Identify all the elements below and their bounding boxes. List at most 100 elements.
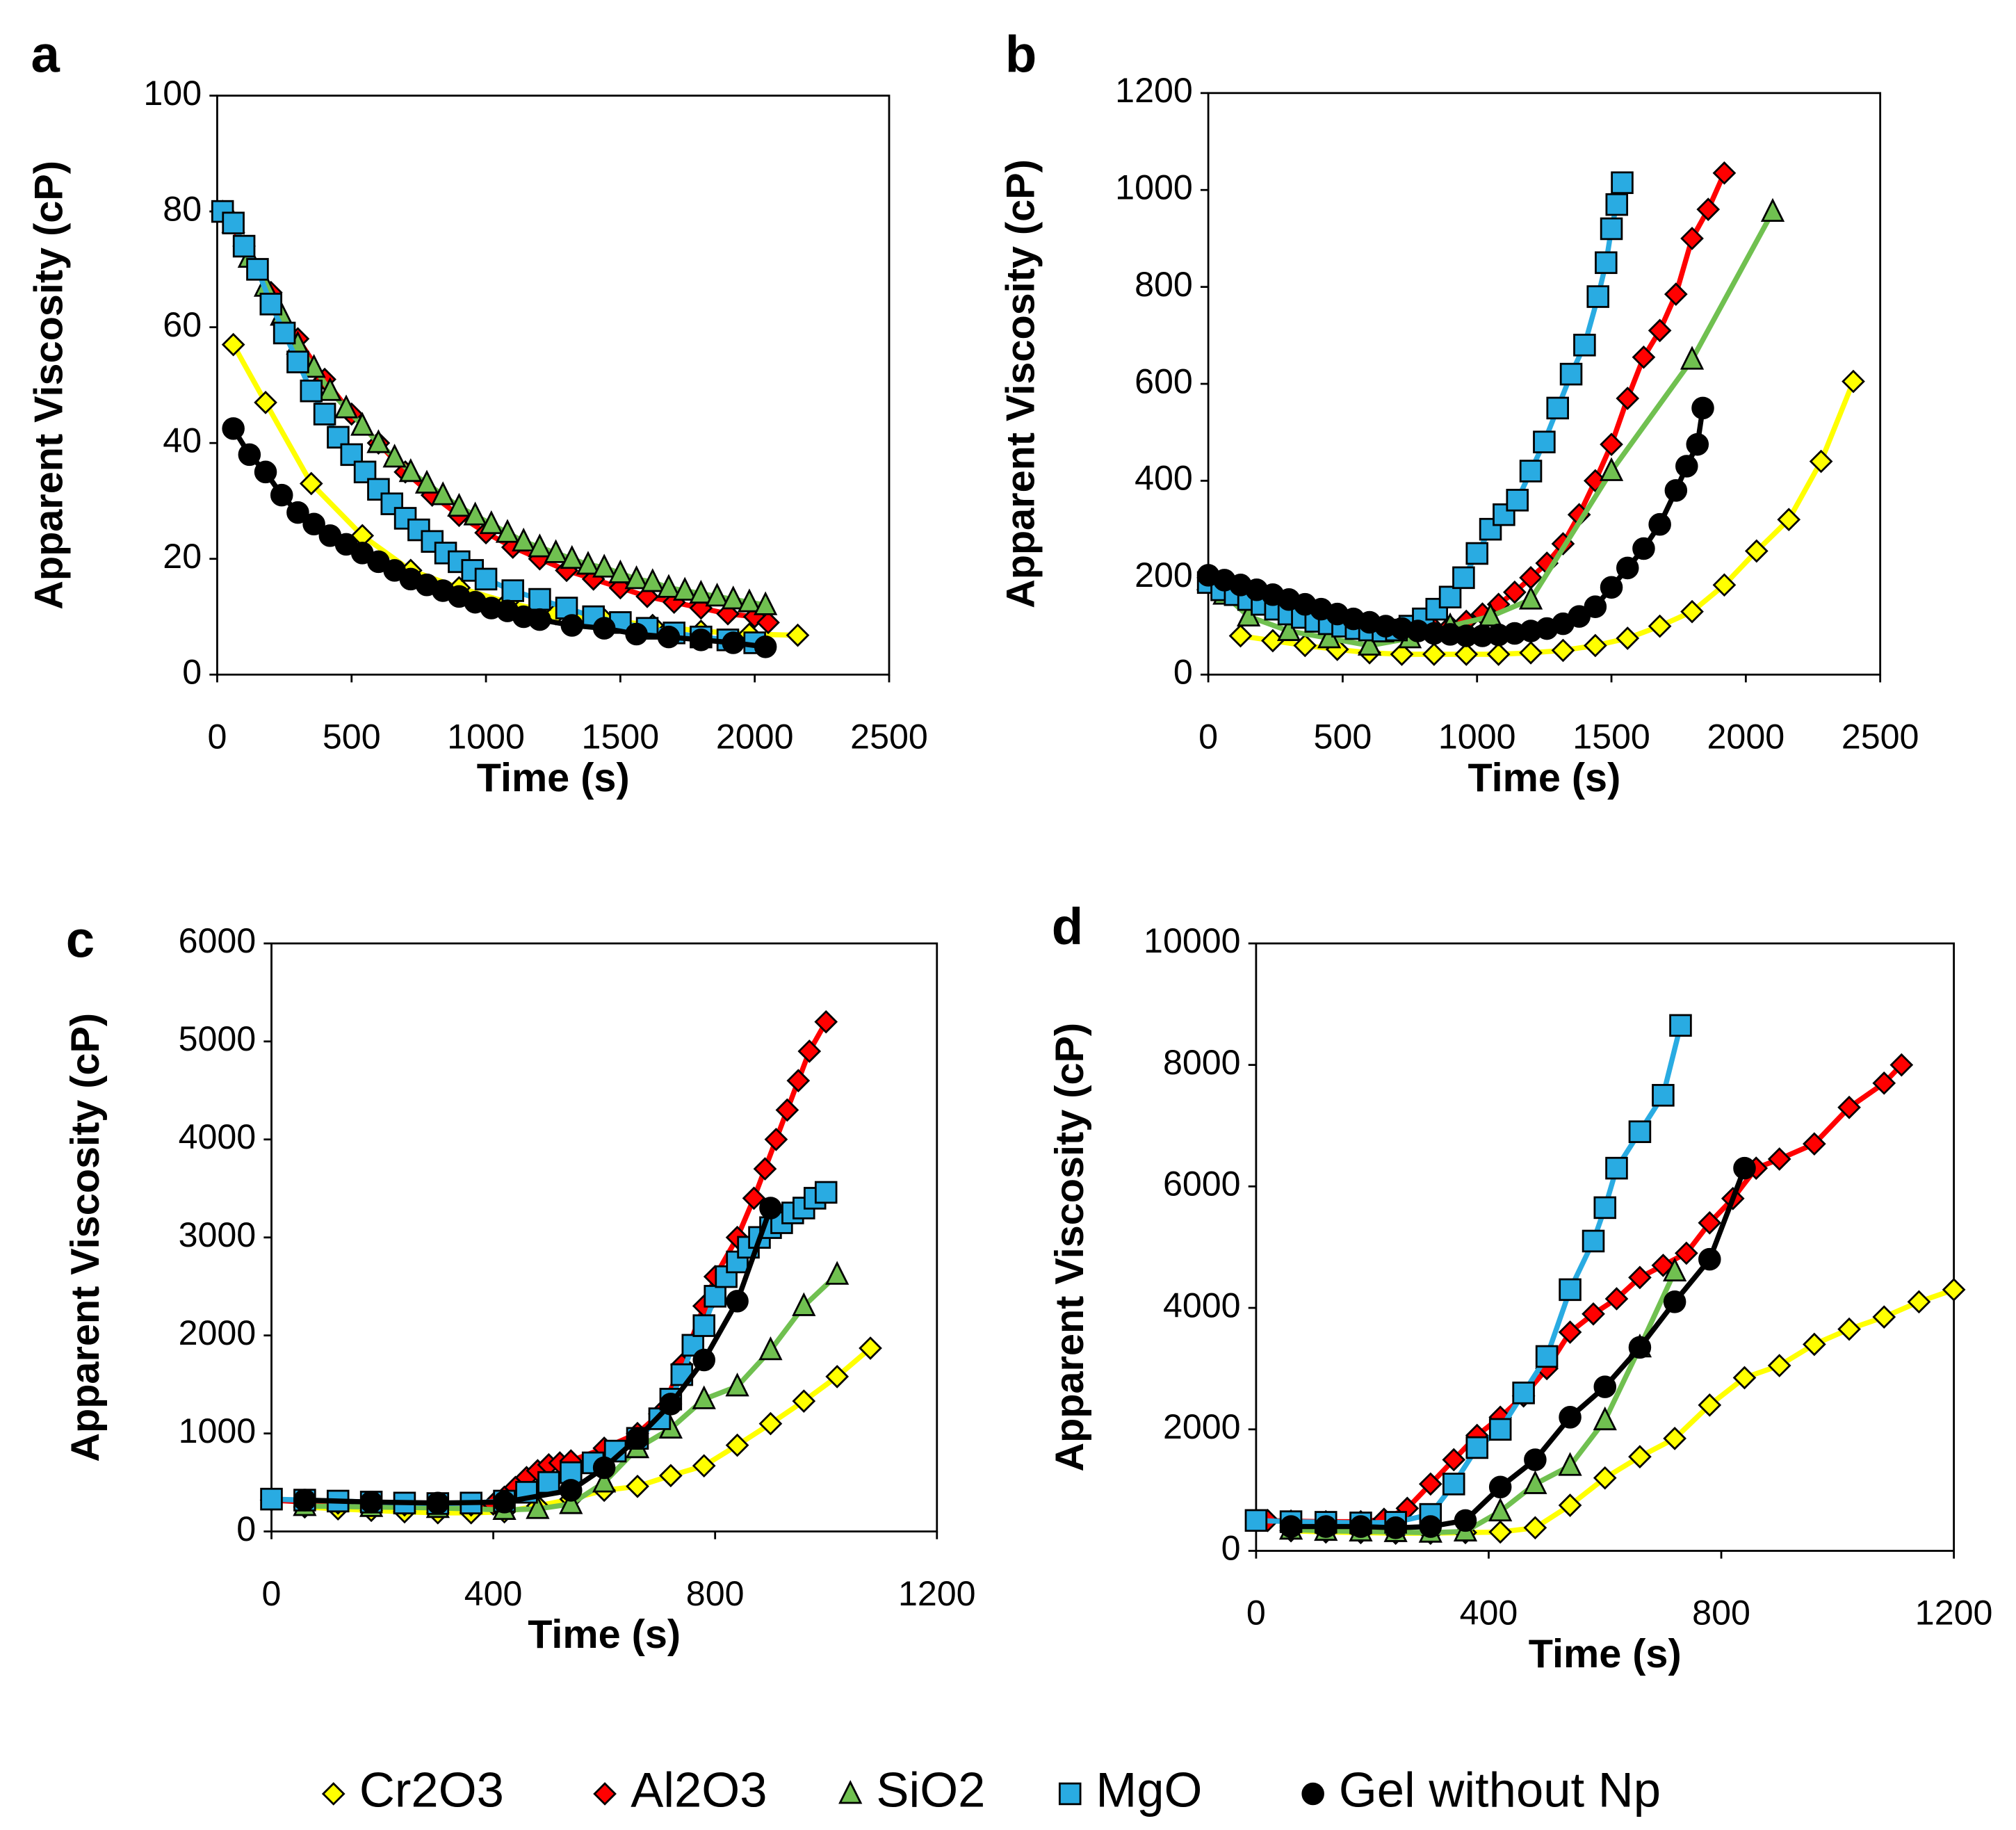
y-tick-label: 0 <box>236 1509 256 1548</box>
y-tick-label: 2000 <box>1163 1407 1241 1446</box>
legend-label: Gel without Np <box>1339 1763 1661 1817</box>
marker <box>1584 595 1607 618</box>
y-tick-label: 1200 <box>1115 71 1193 110</box>
marker <box>1680 599 1704 624</box>
marker <box>1760 197 1785 222</box>
y-tick-label: 1000 <box>179 1411 257 1450</box>
marker <box>286 350 309 373</box>
marker <box>1279 1515 1303 1538</box>
marker <box>1664 479 1688 502</box>
y-tick-label: 4000 <box>179 1117 257 1156</box>
marker <box>1488 1418 1512 1441</box>
marker <box>1691 396 1714 420</box>
marker <box>1586 285 1609 308</box>
marker <box>1519 641 1543 665</box>
marker <box>222 211 245 235</box>
marker <box>1837 1095 1861 1119</box>
y-tick-label: 0 <box>182 653 202 692</box>
marker <box>657 625 681 649</box>
marker <box>759 1197 782 1220</box>
marker <box>742 1186 766 1210</box>
y-tick-label: 200 <box>1135 556 1193 594</box>
marker <box>1384 1516 1407 1539</box>
marker <box>1551 638 1575 663</box>
legend-marker <box>593 1782 617 1806</box>
marker <box>692 1385 716 1409</box>
x-tick-label: 2500 <box>850 717 928 756</box>
legend-marker <box>321 1782 346 1806</box>
x-tick-label: 2000 <box>716 717 794 756</box>
y-tick-label: 10000 <box>1144 921 1241 960</box>
marker <box>421 530 444 553</box>
marker <box>512 527 536 552</box>
y-tick-label: 80 <box>163 189 202 228</box>
marker <box>1523 1470 1547 1494</box>
marker <box>1390 642 1414 666</box>
marker <box>1244 1509 1268 1532</box>
legend-label: MgO <box>1096 1763 1202 1817</box>
marker <box>1438 585 1462 609</box>
marker <box>1669 1014 1692 1037</box>
marker <box>293 1489 316 1512</box>
marker <box>754 635 777 658</box>
marker <box>797 1039 822 1063</box>
marker <box>1712 161 1737 185</box>
x-tick-label: 1200 <box>898 1574 976 1613</box>
marker <box>1648 614 1672 638</box>
marker <box>493 1491 516 1514</box>
y-tick-label: 2000 <box>179 1313 257 1352</box>
marker <box>576 551 601 575</box>
marker <box>426 1491 450 1515</box>
marker <box>222 417 245 440</box>
marker <box>758 1411 783 1436</box>
marker <box>350 412 375 436</box>
marker <box>1837 1317 1861 1341</box>
x-tick-label: 0 <box>262 1574 282 1613</box>
marker <box>1767 1354 1791 1377</box>
marker <box>528 588 551 611</box>
marker <box>792 1389 816 1413</box>
marker <box>690 629 713 651</box>
marker <box>366 429 391 453</box>
marker <box>1803 1332 1826 1357</box>
marker <box>1648 318 1672 343</box>
x-axis-label: Time (s) <box>1468 756 1620 800</box>
marker <box>1559 1406 1582 1429</box>
marker <box>1519 460 1543 483</box>
marker <box>501 579 524 602</box>
marker <box>1523 1516 1547 1540</box>
marker <box>1419 1515 1442 1538</box>
plot-frame <box>1255 942 1956 1552</box>
marker <box>1595 251 1618 275</box>
marker <box>1452 566 1475 590</box>
marker <box>1872 1071 1896 1095</box>
marker <box>1803 1132 1826 1156</box>
marker <box>1605 193 1629 216</box>
x-tick-label: 1000 <box>1438 717 1516 756</box>
marker <box>273 321 296 345</box>
marker <box>1582 1302 1605 1326</box>
marker <box>754 591 778 615</box>
marker <box>1628 1336 1652 1359</box>
marker <box>1599 457 1624 481</box>
y-axis-label: Apparent Viscosity (cP) <box>1048 1023 1092 1472</box>
marker <box>1698 1247 1721 1271</box>
marker <box>1663 1290 1686 1313</box>
marker <box>775 1098 799 1122</box>
x-tick-label: 400 <box>464 1574 523 1613</box>
marker <box>1418 1472 1442 1496</box>
legend-marker <box>1301 1782 1324 1806</box>
marker <box>792 1292 816 1316</box>
series-line <box>304 1346 872 1516</box>
marker <box>1584 633 1607 658</box>
marker <box>1632 345 1656 369</box>
x-tick-label: 800 <box>686 1574 745 1613</box>
marker <box>1357 631 1382 656</box>
legend-marker <box>1058 1782 1082 1806</box>
marker <box>246 258 269 281</box>
marker <box>221 332 245 357</box>
marker <box>1533 430 1556 453</box>
marker <box>1503 580 1527 604</box>
marker <box>232 234 256 258</box>
